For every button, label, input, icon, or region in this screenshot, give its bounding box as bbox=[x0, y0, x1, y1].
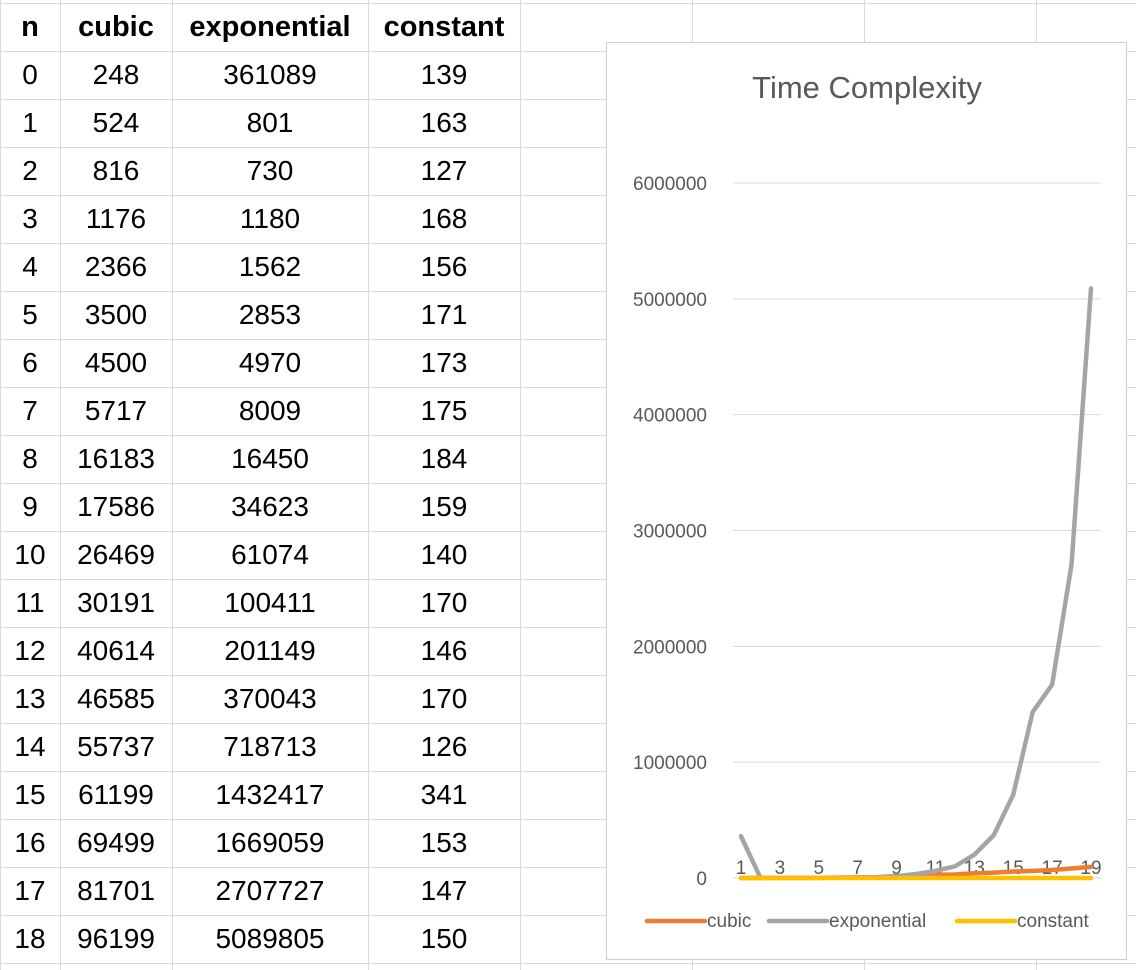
table-cell[interactable]: 6 bbox=[22, 347, 38, 378]
table-cell[interactable]: 140 bbox=[420, 539, 468, 570]
table-cell[interactable]: 170 bbox=[420, 683, 468, 714]
table-cell[interactable]: 1176 bbox=[85, 203, 147, 234]
table-cell[interactable]: 3500 bbox=[84, 299, 148, 330]
table-cell[interactable]: 2 bbox=[22, 155, 38, 186]
table-cell[interactable]: 55737 bbox=[77, 731, 155, 762]
chart-title: Time Complexity bbox=[752, 70, 982, 105]
table-cell[interactable]: 147 bbox=[420, 875, 468, 906]
table-cell[interactable]: 17 bbox=[14, 875, 46, 906]
table-cell[interactable]: 69499 bbox=[77, 827, 155, 858]
table-cell[interactable]: 1669059 bbox=[215, 827, 325, 858]
table-cell[interactable]: 8009 bbox=[238, 395, 302, 426]
table-cell[interactable]: 730 bbox=[246, 155, 294, 186]
y-tick-label: 0 bbox=[696, 869, 707, 890]
table-cell[interactable]: 12 bbox=[14, 635, 46, 666]
header-cell-n[interactable]: n bbox=[21, 10, 39, 43]
table-cell[interactable]: 361089 bbox=[223, 59, 317, 90]
table-cell[interactable]: 801 bbox=[246, 107, 294, 138]
table-cell[interactable]: 15 bbox=[14, 779, 46, 810]
header-cell-exponential[interactable]: exponential bbox=[189, 10, 351, 43]
table-cell[interactable]: 153 bbox=[420, 827, 468, 858]
table-cell[interactable]: 40614 bbox=[77, 635, 155, 666]
table-cell[interactable]: 61199 bbox=[78, 779, 154, 810]
table-cell[interactable]: 81701 bbox=[77, 875, 155, 906]
table-cell[interactable]: 0 bbox=[22, 59, 38, 90]
table-cell[interactable]: 100411 bbox=[224, 587, 316, 618]
table-cell[interactable]: 4500 bbox=[84, 347, 148, 378]
x-tick-label: 9 bbox=[891, 858, 902, 879]
table-cell[interactable]: 4 bbox=[22, 251, 38, 282]
header-cell-constant[interactable]: constant bbox=[383, 10, 505, 43]
y-tick-label: 3000000 bbox=[633, 522, 707, 543]
table-cell[interactable]: 7 bbox=[22, 395, 38, 426]
table-cell[interactable]: 718713 bbox=[223, 731, 317, 762]
table-cell[interactable]: 171 bbox=[420, 299, 468, 330]
table-cell[interactable]: 5 bbox=[22, 299, 38, 330]
y-tick-label: 1000000 bbox=[633, 753, 707, 774]
table-cell[interactable]: 175 bbox=[420, 395, 468, 426]
table-cell[interactable]: 173 bbox=[420, 347, 468, 378]
table-cell[interactable]: 16 bbox=[14, 827, 46, 858]
y-tick-label: 2000000 bbox=[633, 637, 707, 658]
series-line-exponential bbox=[738, 286, 1094, 881]
table-cell[interactable]: 61074 bbox=[231, 539, 309, 570]
chart-canvas: Time Complexity 0 1000000 2000000 3000000 400… bbox=[633, 70, 1102, 932]
header-cell-cubic[interactable]: cubic bbox=[78, 10, 154, 43]
table-cell[interactable]: 16183 bbox=[77, 443, 155, 474]
table-cell[interactable]: 159 bbox=[420, 491, 468, 522]
table-cell[interactable]: 150 bbox=[420, 923, 468, 954]
legend-label-cubic: cubic bbox=[707, 911, 751, 932]
table-cell[interactable]: 5717 bbox=[84, 395, 148, 426]
legend-label-exponential: exponential bbox=[829, 911, 926, 932]
table-cell[interactable]: 370043 bbox=[223, 683, 317, 714]
table-cell[interactable]: 341 bbox=[420, 779, 468, 810]
table-cell[interactable]: 168 bbox=[420, 203, 468, 234]
table-cell[interactable]: 1432417 bbox=[215, 779, 325, 810]
table-cell[interactable]: 2366 bbox=[84, 251, 148, 282]
table-cell[interactable]: 26469 bbox=[77, 539, 155, 570]
y-tick-label: 5000000 bbox=[633, 290, 707, 311]
table-cell[interactable]: 8 bbox=[22, 443, 38, 474]
legend-label-constant: constant bbox=[1017, 911, 1090, 932]
x-tick-label: 1 bbox=[736, 858, 747, 879]
table-cell[interactable]: 816 bbox=[92, 155, 140, 186]
table-cell[interactable]: 163 bbox=[420, 107, 468, 138]
time-complexity-chart[interactable]: Time Complexity 0 1000000 2000000 3000000 400… bbox=[606, 42, 1127, 960]
table-cell[interactable]: 2853 bbox=[238, 299, 302, 330]
table-cell[interactable]: 248 bbox=[92, 59, 140, 90]
y-tick-label: 4000000 bbox=[633, 406, 707, 427]
table-cell[interactable]: 46585 bbox=[77, 683, 155, 714]
table-cell[interactable]: 16450 bbox=[231, 443, 309, 474]
table-cell[interactable]: 156 bbox=[420, 251, 468, 282]
table-cell[interactable]: 30191 bbox=[77, 587, 155, 618]
table-cell[interactable]: 2707727 bbox=[215, 875, 325, 906]
table-cell[interactable]: 1 bbox=[22, 107, 38, 138]
table-cell[interactable]: 146 bbox=[420, 635, 468, 666]
table-cell[interactable]: 18 bbox=[14, 923, 46, 954]
table-cell[interactable]: 5089805 bbox=[215, 923, 325, 954]
x-tick-label: 7 bbox=[852, 858, 863, 879]
table-cell[interactable]: 201149 bbox=[224, 635, 316, 666]
table-cell[interactable]: 1562 bbox=[238, 251, 302, 282]
table-cell[interactable]: 184 bbox=[420, 443, 468, 474]
y-tick-label: 6000000 bbox=[633, 174, 707, 195]
table-cell[interactable]: 126 bbox=[420, 731, 468, 762]
table-cell[interactable]: 34623 bbox=[231, 491, 309, 522]
table-cell[interactable]: 14 bbox=[14, 731, 46, 762]
table-cell[interactable]: 127 bbox=[420, 155, 468, 186]
x-tick-label: 5 bbox=[813, 858, 824, 879]
table-cell[interactable]: 1180 bbox=[239, 203, 301, 234]
table-cell[interactable]: 139 bbox=[420, 59, 468, 90]
table-cell[interactable]: 10 bbox=[14, 539, 46, 570]
table-cell[interactable]: 4970 bbox=[238, 347, 302, 378]
table-cell[interactable]: 9 bbox=[22, 491, 38, 522]
table-cell[interactable]: 96199 bbox=[77, 923, 155, 954]
table-cell[interactable]: 17586 bbox=[77, 491, 155, 522]
x-tick-label: 3 bbox=[775, 858, 786, 879]
table-cell[interactable]: 3 bbox=[22, 203, 38, 234]
table-cell[interactable]: 13 bbox=[14, 683, 46, 714]
table-cell[interactable]: 524 bbox=[92, 107, 140, 138]
table-cell[interactable]: 170 bbox=[420, 587, 468, 618]
table-cell[interactable]: 11 bbox=[15, 587, 45, 618]
